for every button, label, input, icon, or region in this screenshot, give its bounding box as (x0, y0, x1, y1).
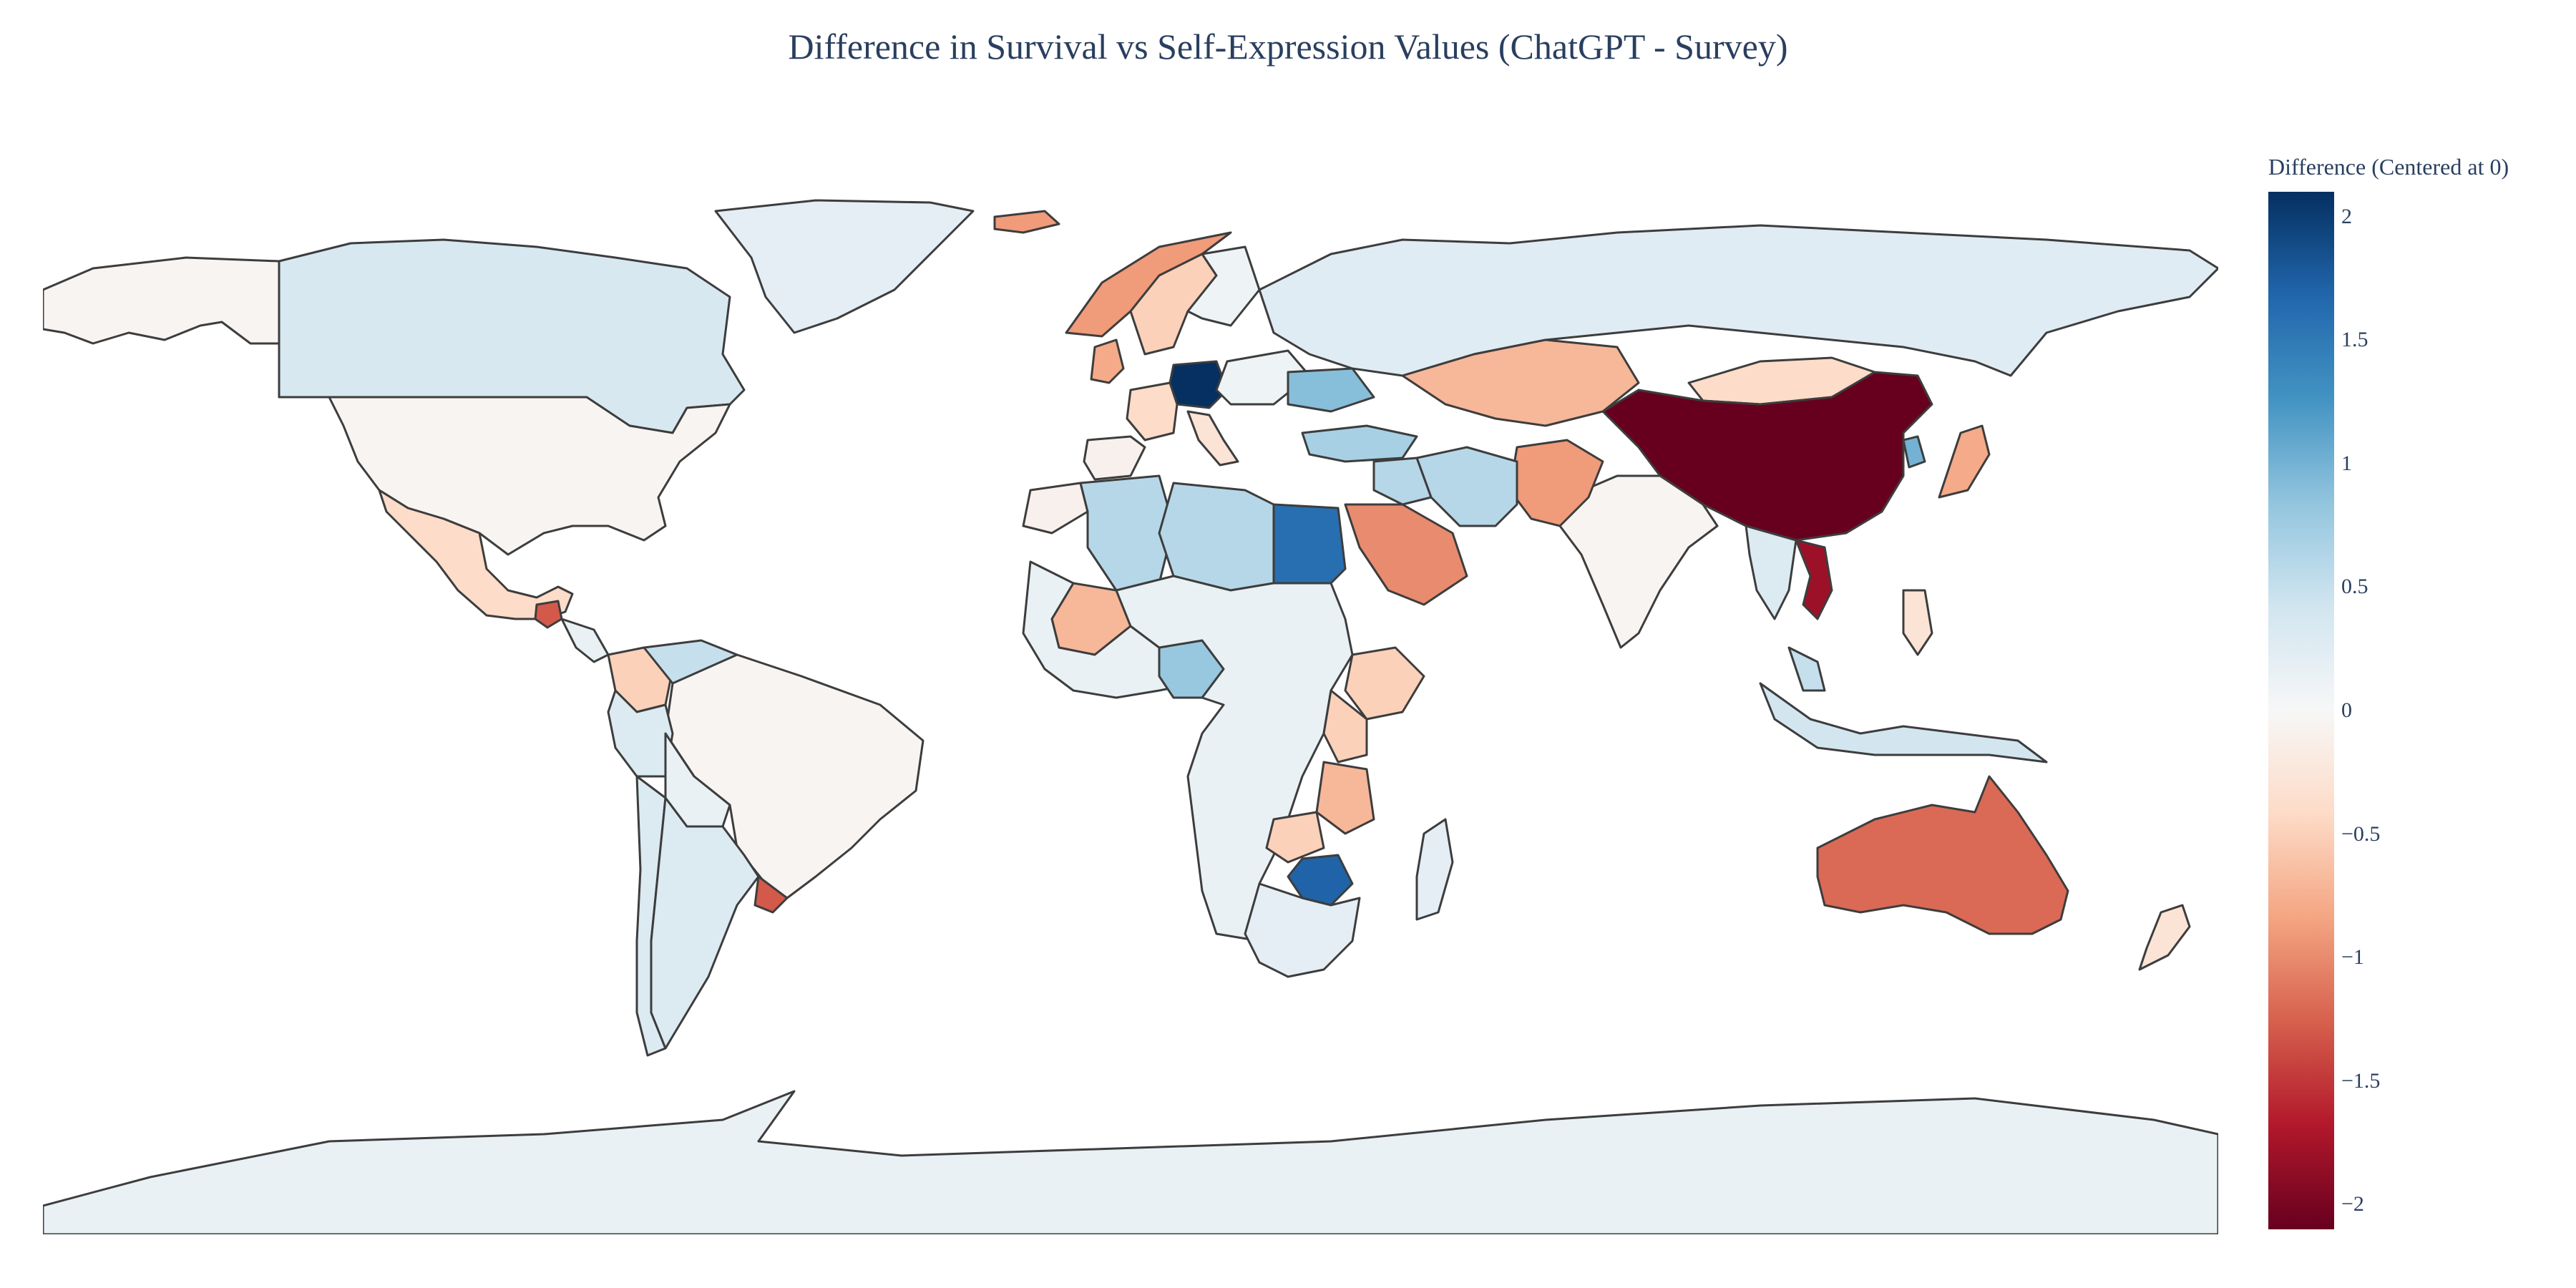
region-ukraine[interactable] (1287, 367, 1375, 413)
colorbar-tick-label: 0.5 (2341, 575, 2368, 599)
region-madagascar[interactable] (1415, 818, 1454, 921)
region-new-zealand[interactable] (2138, 904, 2191, 971)
region-philippines[interactable] (1902, 589, 1933, 656)
region-france[interactable] (1126, 381, 1179, 441)
colorbar-tick-label: −0.5 (2341, 821, 2381, 846)
region-japan[interactable] (1938, 424, 1991, 499)
region-korea[interactable] (1902, 435, 1926, 469)
colorbar-tick-label: 1 (2341, 451, 2352, 475)
colorbar-tick-label: −1 (2341, 945, 2364, 970)
region-finland[interactable] (1186, 245, 1261, 327)
region-kenya[interactable] (1322, 689, 1368, 763)
region-alaska[interactable] (43, 256, 280, 345)
colorbar-tick-label: 0 (2341, 698, 2352, 722)
region-central-europe[interactable] (1215, 349, 1311, 406)
region-guatemala[interactable] (534, 600, 563, 629)
colorbar-tick-label: 2 (2341, 204, 2352, 228)
region-uruguay[interactable] (753, 875, 789, 914)
region-egypt[interactable] (1272, 503, 1347, 585)
map-title: Difference in Survival vs Self-Expressio… (788, 26, 1788, 67)
region-south-africa[interactable] (1244, 882, 1361, 978)
region-ethiopia[interactable] (1344, 646, 1425, 721)
region-spain[interactable] (1083, 435, 1146, 481)
colorbar-tick-label: −2 (2341, 1192, 2364, 1216)
region-antarctica[interactable] (43, 1090, 2218, 1234)
world-choropleth-map[interactable] (43, 190, 2218, 1234)
region-turkey[interactable] (1301, 424, 1418, 463)
region-libya[interactable] (1158, 482, 1275, 592)
region-malaysia[interactable] (1787, 646, 1826, 692)
region-russia[interactable] (1258, 224, 2218, 377)
region-tanzania[interactable] (1315, 761, 1375, 835)
region-uk[interactable] (1090, 338, 1125, 384)
region-central-america[interactable] (560, 618, 610, 663)
region-saudi[interactable] (1344, 503, 1468, 606)
region-italy[interactable] (1186, 410, 1239, 467)
region-kazakhstan[interactable] (1401, 338, 1640, 427)
region-vietnam[interactable] (1795, 539, 1833, 620)
region-indonesia[interactable] (1759, 682, 2048, 763)
region-zambia[interactable] (1265, 811, 1325, 864)
region-greenland[interactable] (714, 199, 975, 334)
region-argentina[interactable] (650, 796, 760, 1050)
colorbar-gradient (2268, 192, 2334, 1229)
region-india[interactable] (1558, 474, 1719, 649)
region-mexico[interactable] (378, 489, 574, 620)
region-iraq[interactable] (1372, 457, 1433, 506)
region-iceland[interactable] (993, 210, 1060, 234)
region-australia[interactable] (1816, 775, 2069, 935)
colorbar-tick-label: −1.5 (2341, 1068, 2381, 1093)
region-morocco[interactable] (1022, 482, 1089, 535)
colorbar-tick-label: 1.5 (2341, 328, 2368, 352)
colorbar-title: Difference (Centered at 0) (2268, 154, 2509, 180)
region-thailand[interactable] (1745, 525, 1797, 620)
region-iran[interactable] (1415, 446, 1518, 527)
